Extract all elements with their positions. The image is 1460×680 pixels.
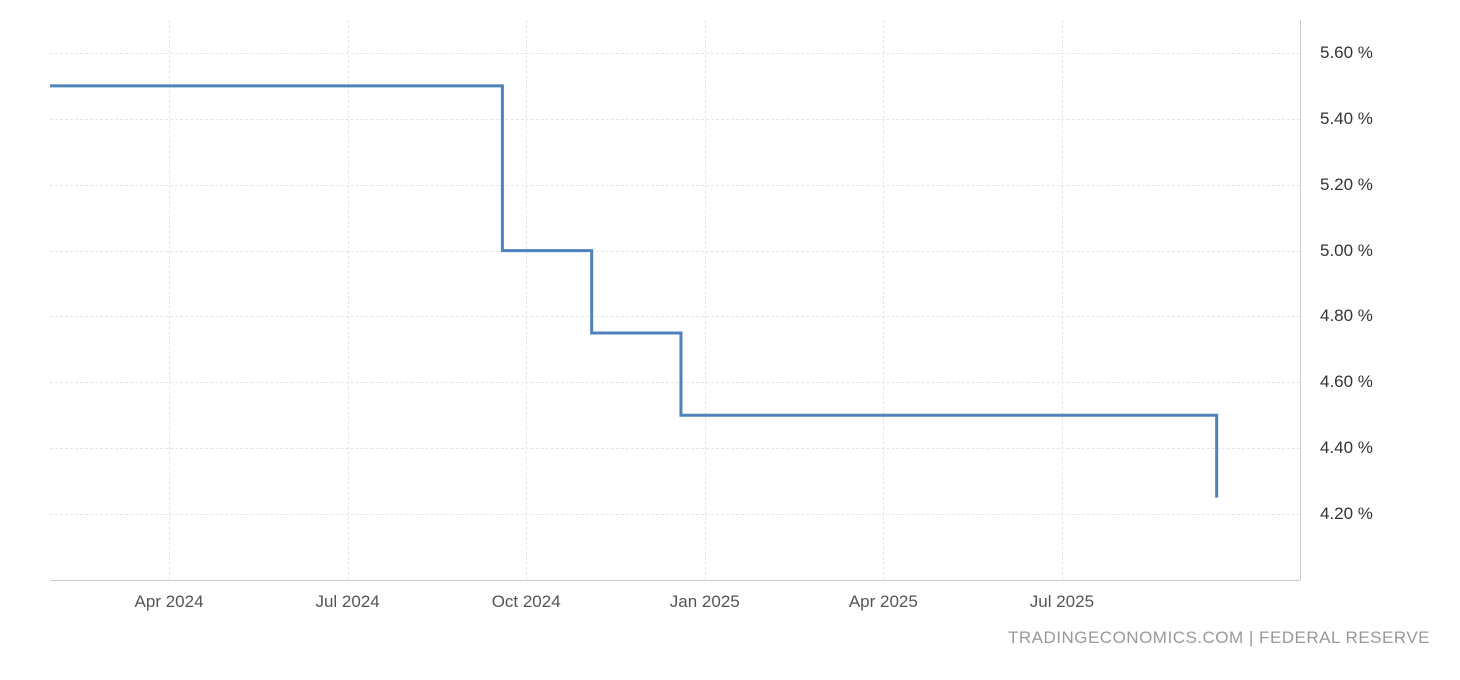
chart-attribution: TRADINGECONOMICS.COM | FEDERAL RESERVE xyxy=(1008,628,1430,648)
y-tick-label: 5.40 % xyxy=(1320,109,1373,129)
x-tick-label: Jan 2025 xyxy=(670,592,740,612)
rate-step-line xyxy=(50,86,1217,498)
y-tick-label: 5.60 % xyxy=(1320,43,1373,63)
x-tick-label: Jul 2025 xyxy=(1030,592,1094,612)
chart-line-svg xyxy=(0,0,1460,680)
chart-container: Apr 2024 Jul 2024 Oct 2024 Jan 2025 Apr 2025… xyxy=(0,0,1460,680)
y-axis-line xyxy=(1300,20,1301,580)
y-tick-label: 5.00 % xyxy=(1320,241,1373,261)
y-tick-label: 4.60 % xyxy=(1320,372,1373,392)
x-tick-label: Jul 2024 xyxy=(315,592,379,612)
y-tick-label: 5.20 % xyxy=(1320,175,1373,195)
x-tick-label: Apr 2024 xyxy=(135,592,204,612)
y-tick-label: 4.80 % xyxy=(1320,306,1373,326)
x-tick-label: Oct 2024 xyxy=(492,592,561,612)
y-tick-label: 4.40 % xyxy=(1320,438,1373,458)
x-axis-line xyxy=(50,580,1300,581)
y-tick-label: 4.20 % xyxy=(1320,504,1373,524)
x-tick-label: Apr 2025 xyxy=(849,592,918,612)
